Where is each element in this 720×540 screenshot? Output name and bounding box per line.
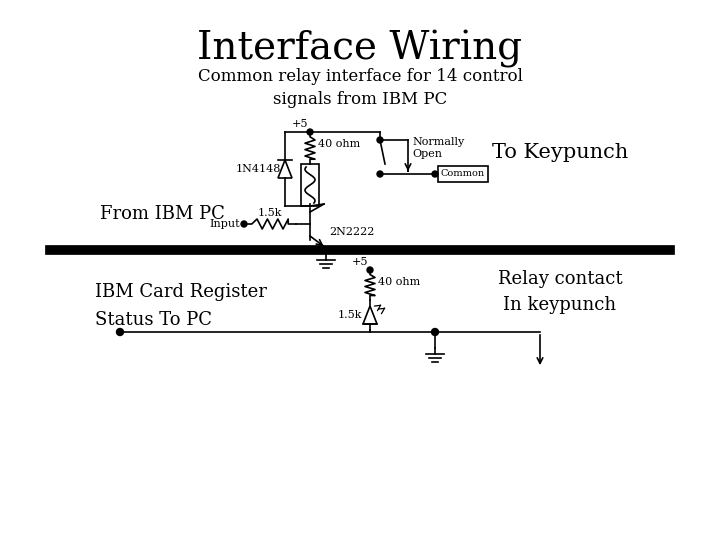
Circle shape xyxy=(367,267,373,273)
Text: 1N4148: 1N4148 xyxy=(235,164,281,174)
Text: Relay contact
In keypunch: Relay contact In keypunch xyxy=(498,270,622,314)
Circle shape xyxy=(241,221,247,227)
Circle shape xyxy=(117,328,124,335)
Text: From IBM PC: From IBM PC xyxy=(100,205,225,223)
Circle shape xyxy=(431,328,438,335)
Text: +5: +5 xyxy=(351,257,368,267)
Text: 40 ohm: 40 ohm xyxy=(378,277,420,287)
Text: IBM Card Register: IBM Card Register xyxy=(95,283,267,301)
Text: Common: Common xyxy=(441,170,485,179)
Text: 1.5k: 1.5k xyxy=(258,208,282,218)
Circle shape xyxy=(307,129,313,135)
Text: 1.5k: 1.5k xyxy=(338,310,362,320)
Text: Normally
Open: Normally Open xyxy=(412,137,464,159)
Circle shape xyxy=(377,137,383,143)
Circle shape xyxy=(377,171,383,177)
Bar xyxy=(301,164,319,206)
Text: To Keypunch: To Keypunch xyxy=(492,143,628,161)
Text: Interface Wiring: Interface Wiring xyxy=(197,30,523,68)
Bar xyxy=(438,166,488,182)
Text: 40 ohm: 40 ohm xyxy=(318,139,360,149)
Text: Common relay interface for 14 control
signals from IBM PC: Common relay interface for 14 control si… xyxy=(197,68,523,109)
Text: +5: +5 xyxy=(292,119,308,129)
Text: Input: Input xyxy=(210,219,240,229)
Text: Status To PC: Status To PC xyxy=(95,311,212,329)
Circle shape xyxy=(432,171,438,177)
Text: 2N2222: 2N2222 xyxy=(329,227,374,237)
